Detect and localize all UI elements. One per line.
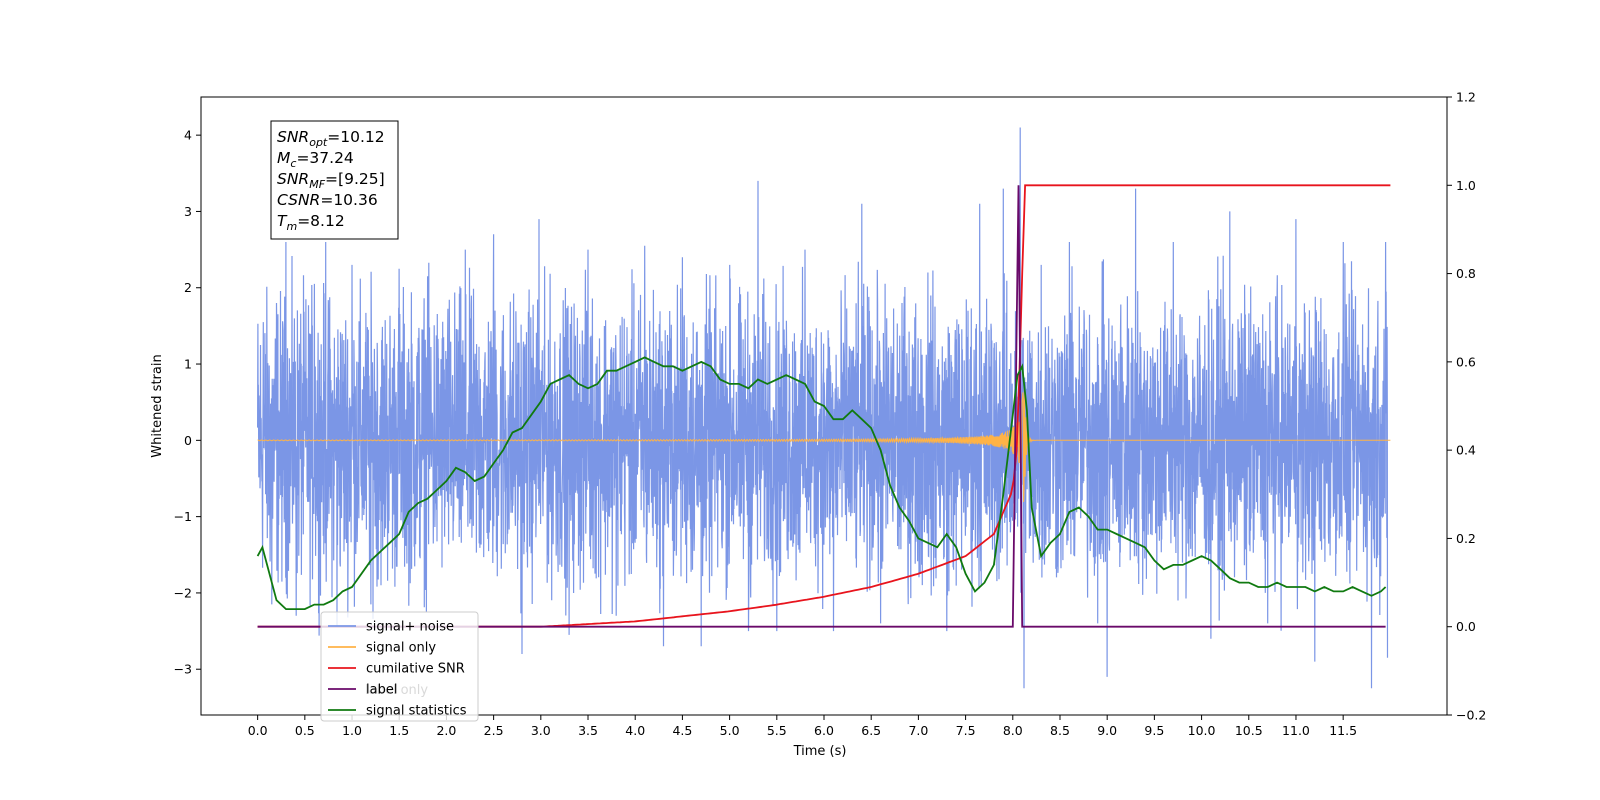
y-tick-label: 0 xyxy=(184,433,192,448)
x-tick-label: 3.5 xyxy=(578,723,598,738)
x-tick-label: 6.0 xyxy=(814,723,834,738)
x-tick-label: 10.5 xyxy=(1235,723,1263,738)
y-tick-label: −1 xyxy=(174,509,192,524)
y-tick-label: 2 xyxy=(184,280,192,295)
y2-tick-label: 0.6 xyxy=(1456,354,1476,369)
x-tick-label: 4.0 xyxy=(625,723,645,738)
y2-tick-label: −0.2 xyxy=(1456,708,1486,723)
x-tick-label: 9.0 xyxy=(1097,723,1117,738)
x-tick-label: 11.5 xyxy=(1329,723,1357,738)
y-axis-left: −3 −2 −1 0 1 2 3 4 xyxy=(174,128,201,677)
signal-statistics-line xyxy=(256,356,1387,610)
x-tick-label: 7.0 xyxy=(908,723,928,738)
y2-tick-label: 0.2 xyxy=(1456,531,1476,546)
x-axis-label: Time (s) xyxy=(793,744,847,759)
signal-noise-line xyxy=(257,127,1389,689)
y-tick-label: 4 xyxy=(184,128,192,143)
y-tick-label: 1 xyxy=(184,357,192,372)
x-tick-label: 10.0 xyxy=(1188,723,1216,738)
x-tick-label: 9.5 xyxy=(1144,723,1164,738)
x-axis: 0.0 0.5 1.0 1.5 2.0 2.5 3.0 3.5 4.0 4.5 5.0 5.5 6.0 6… xyxy=(248,715,1357,738)
x-tick-label: 7.5 xyxy=(956,723,976,738)
legend-label: signal only xyxy=(366,641,436,656)
x-tick-label: 11.0 xyxy=(1282,723,1310,738)
x-tick-label: 8.5 xyxy=(1050,723,1070,738)
x-tick-label: 1.0 xyxy=(342,723,362,738)
y-tick-label: −3 xyxy=(174,662,192,677)
label-line xyxy=(257,185,1386,628)
x-tick-label: 4.5 xyxy=(672,723,692,738)
y2-tick-label: 0.4 xyxy=(1456,443,1476,458)
y-tick-label: 3 xyxy=(184,204,192,219)
legend-label: signal+ noise xyxy=(366,620,454,635)
x-tick-label: 3.0 xyxy=(531,723,551,738)
x-tick-label: 5.0 xyxy=(720,723,740,738)
signal-noise-series xyxy=(257,127,1389,689)
x-tick-label: 0.5 xyxy=(295,723,315,738)
x-tick-label: 1.5 xyxy=(389,723,409,738)
x-tick-label: 2.5 xyxy=(484,723,504,738)
x-tick-label: 2.0 xyxy=(436,723,456,738)
annotation-line: SNRMF=[9.25] xyxy=(277,170,385,191)
annotation-frame xyxy=(270,120,399,240)
y-tick-label: −2 xyxy=(174,585,192,600)
y-axis-right: −0.2 0.0 0.2 0.4 0.6 0.8 1.0 1.2 xyxy=(1447,90,1486,723)
x-tick-label: 8.0 xyxy=(1003,723,1023,738)
legend-label: signal statistics xyxy=(366,704,467,719)
y2-tick-label: 0.0 xyxy=(1456,619,1476,634)
annotation-line: Mc=37.24 xyxy=(277,149,354,170)
x-tick-label: 5.5 xyxy=(767,723,787,738)
signal-only-series xyxy=(257,382,1391,503)
annotation-line: Tm=8.12 xyxy=(277,212,345,233)
legend: label only signal+ noise signal only cumila… xyxy=(320,611,479,722)
annotation-line: SNRopt=10.12 xyxy=(277,128,385,149)
legend-label: label xyxy=(366,683,397,698)
y2-tick-label: 0.8 xyxy=(1456,266,1476,281)
legend-frame xyxy=(320,611,479,722)
y-axis-label: Whitened strain xyxy=(150,354,165,457)
y2-tick-label: 1.2 xyxy=(1456,90,1476,105)
legend-hidden-text: label only xyxy=(365,683,428,698)
legend-label: cumilative SNR xyxy=(366,662,465,677)
annotation-line: CSNR=10.36 xyxy=(277,191,378,209)
y2-tick-label: 1.0 xyxy=(1456,178,1476,193)
x-tick-label: 0.0 xyxy=(248,723,268,738)
annotation-box: SNRopt=10.12Mc=37.24SNRMF=[9.25]CSNR=10.… xyxy=(270,120,399,240)
x-tick-label: 6.5 xyxy=(861,723,881,738)
signal-only-line xyxy=(257,382,1391,503)
